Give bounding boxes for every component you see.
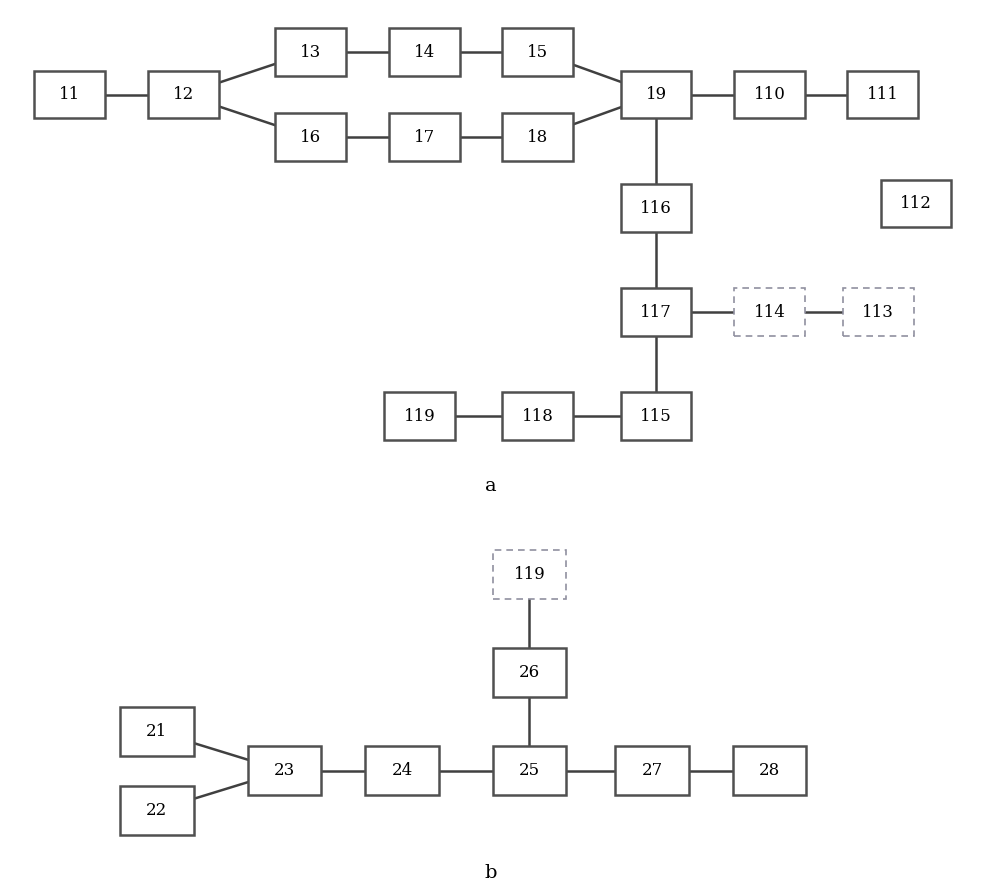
Bar <box>843 288 914 336</box>
Bar <box>365 747 439 796</box>
Text: 113: 113 <box>862 304 894 321</box>
Bar <box>621 71 691 118</box>
Bar <box>493 648 566 697</box>
Text: 119: 119 <box>404 407 436 424</box>
Text: 27: 27 <box>641 763 663 780</box>
Bar <box>621 288 691 336</box>
Text: 13: 13 <box>300 44 322 61</box>
Text: 19: 19 <box>645 86 667 103</box>
Bar <box>502 113 573 161</box>
Text: a: a <box>485 478 496 496</box>
Text: 18: 18 <box>527 129 548 146</box>
Text: 115: 115 <box>640 407 672 424</box>
Text: 26: 26 <box>519 664 540 681</box>
Text: 14: 14 <box>414 44 435 61</box>
Text: 24: 24 <box>391 763 413 780</box>
Text: 114: 114 <box>754 304 785 321</box>
Text: 28: 28 <box>759 763 780 780</box>
Bar <box>847 71 918 118</box>
Bar <box>275 113 346 161</box>
Bar <box>34 71 105 118</box>
Text: 16: 16 <box>300 129 321 146</box>
Bar <box>621 392 691 439</box>
Text: 11: 11 <box>59 86 80 103</box>
Text: 15: 15 <box>527 44 548 61</box>
Text: 119: 119 <box>514 566 545 583</box>
Text: 111: 111 <box>867 86 899 103</box>
Bar <box>502 29 573 76</box>
Bar <box>493 550 566 599</box>
Text: 110: 110 <box>754 86 785 103</box>
Bar <box>502 392 573 439</box>
Bar <box>733 747 806 796</box>
Bar <box>384 392 455 439</box>
Text: 23: 23 <box>274 763 295 780</box>
Bar <box>389 113 460 161</box>
Bar <box>734 288 805 336</box>
Bar <box>493 747 566 796</box>
Bar <box>275 29 346 76</box>
Text: 21: 21 <box>146 723 167 740</box>
Text: 17: 17 <box>414 129 435 146</box>
Text: 25: 25 <box>519 763 540 780</box>
Bar <box>120 786 194 835</box>
Bar <box>734 71 805 118</box>
Bar <box>881 179 951 227</box>
Bar <box>120 707 194 756</box>
Bar <box>248 747 321 796</box>
Text: 12: 12 <box>173 86 194 103</box>
Text: 112: 112 <box>900 195 932 212</box>
Text: 117: 117 <box>640 304 672 321</box>
Bar <box>389 29 460 76</box>
Bar <box>615 747 689 796</box>
Bar <box>148 71 219 118</box>
Text: 118: 118 <box>522 407 554 424</box>
Text: 22: 22 <box>146 802 167 819</box>
Bar <box>621 184 691 231</box>
Text: b: b <box>484 864 496 882</box>
Text: 116: 116 <box>640 199 672 216</box>
